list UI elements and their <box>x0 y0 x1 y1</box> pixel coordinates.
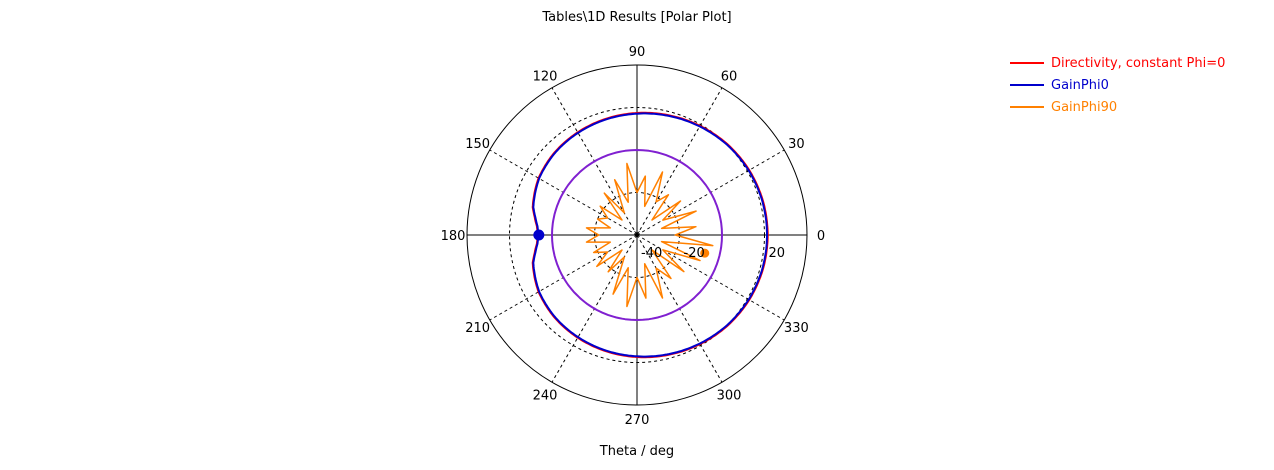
legend-swatch-gainphi90 <box>1010 106 1044 108</box>
x-axis-label: Theta / deg <box>599 444 675 459</box>
radial-tick-label-0: -40 <box>641 246 662 261</box>
legend-label-gainphi0: GainPhi0 <box>1051 77 1109 93</box>
center-marker: * <box>634 229 641 244</box>
angle-tick-label-180: 180 <box>441 229 466 244</box>
legend: Directivity, constant Phi=0 GainPhi0 Gai… <box>1010 52 1225 118</box>
angle-tick-label-30: 30 <box>788 137 805 152</box>
legend-swatch-directivity <box>1010 62 1044 64</box>
angle-tick-label-270: 270 <box>625 413 650 428</box>
angle-tick-label-300: 300 <box>717 388 742 403</box>
tick-labels: 0 30 60 90 120 150 180 210 240 270 300 330 -40 -20 20 * <box>441 45 826 428</box>
legend-label-directivity: Directivity, constant Phi=0 <box>1051 55 1226 71</box>
legend-label-gainphi90: GainPhi90 <box>1051 99 1118 115</box>
radial-tick-label-2: 20 <box>769 246 786 261</box>
radial-tick-label-1: -20 <box>684 246 705 261</box>
chart-title: Tables\1D Results [Polar Plot] <box>542 10 732 25</box>
angle-tick-label-90: 90 <box>629 45 646 60</box>
legend-item-gainphi90: GainPhi90 <box>1010 96 1225 118</box>
angle-tick-label-0: 0 <box>817 229 825 244</box>
angle-tick-label-120: 120 <box>533 70 558 85</box>
angle-tick-label-210: 210 <box>465 321 490 336</box>
series-line-gainphi90 <box>585 162 714 308</box>
series-line-reference-ring <box>551 149 723 321</box>
series-layer <box>531 111 769 359</box>
angle-tick-label-60: 60 <box>721 70 738 85</box>
legend-item-gainphi0: GainPhi0 <box>1010 74 1225 96</box>
legend-swatch-gainphi0 <box>1010 84 1044 86</box>
series-marker-gainphi90 <box>700 248 710 258</box>
angle-tick-label-330: 330 <box>784 321 809 336</box>
legend-item-directivity: Directivity, constant Phi=0 <box>1010 52 1225 74</box>
angle-tick-label-150: 150 <box>465 137 490 152</box>
angle-tick-label-240: 240 <box>533 388 558 403</box>
series-marker-gainphi0 <box>533 229 545 241</box>
